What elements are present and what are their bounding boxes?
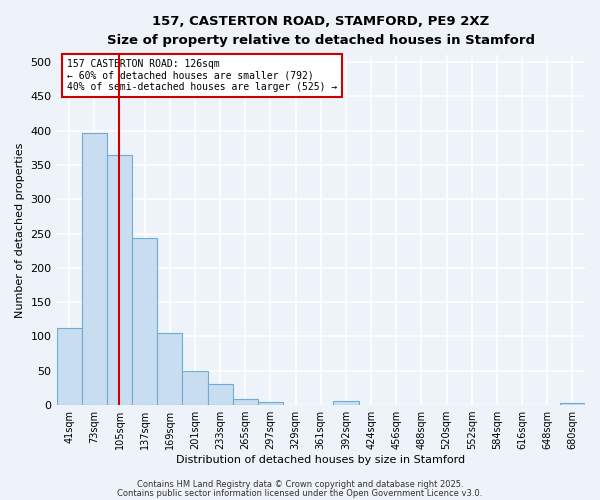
Bar (132, 238, 157, 405)
Text: 157 CASTERTON ROAD: 126sqm
← 60% of detached houses are smaller (792)
40% of sem: 157 CASTERTON ROAD: 126sqm ← 60% of deta… (67, 58, 337, 92)
Title: 157, CASTERTON ROAD, STAMFORD, PE9 2XZ
Size of property relative to detached hou: 157, CASTERTON ROAD, STAMFORD, PE9 2XZ S… (107, 15, 535, 47)
Bar (208, 384, 233, 405)
Bar (334, 401, 359, 405)
Bar (82, 132, 107, 405)
Bar (107, 154, 132, 405)
X-axis label: Distribution of detached houses by size in Stamford: Distribution of detached houses by size … (176, 455, 466, 465)
Bar (182, 372, 208, 405)
Bar (56, 328, 82, 405)
Bar (560, 403, 585, 405)
Bar (157, 333, 182, 405)
Bar (258, 402, 283, 405)
Text: Contains HM Land Registry data © Crown copyright and database right 2025.: Contains HM Land Registry data © Crown c… (137, 480, 463, 489)
Text: Contains public sector information licensed under the Open Government Licence v3: Contains public sector information licen… (118, 488, 482, 498)
Y-axis label: Number of detached properties: Number of detached properties (15, 142, 25, 318)
Bar (233, 399, 258, 405)
